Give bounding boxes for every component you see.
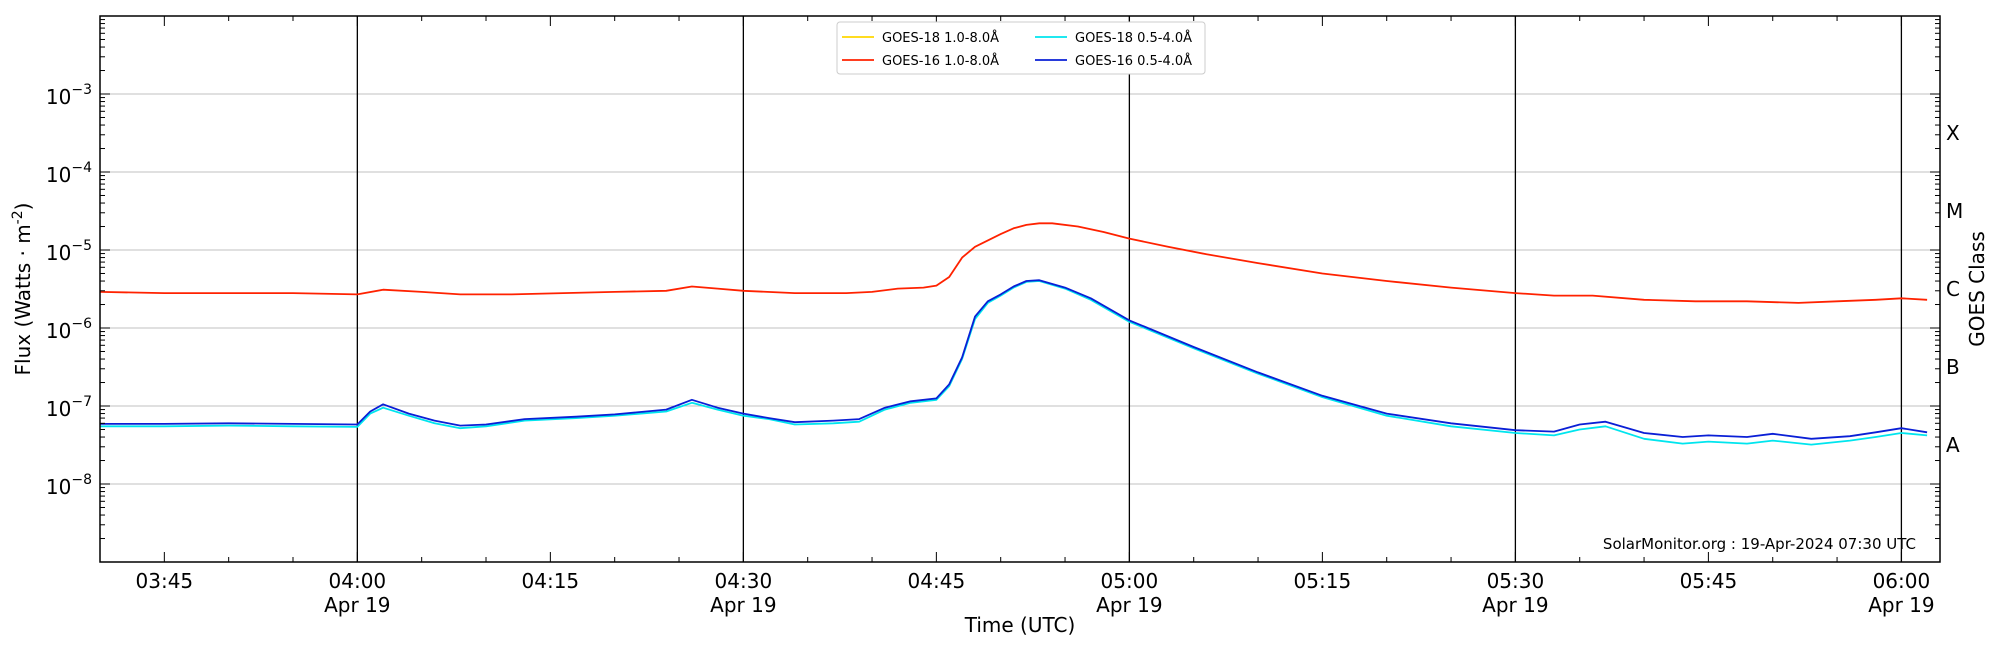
y-tick-exponent: −6 (71, 316, 92, 332)
x-tick-date: Apr 19 (1868, 593, 1934, 617)
y-axis-title-exponent: -2 (10, 210, 26, 224)
x-tick-label: 05:30 Apr 19 (1482, 569, 1548, 617)
y-tick-exponent: −8 (71, 472, 92, 488)
y-axis-title-close: ) (11, 203, 35, 211)
series-line-3 (100, 280, 1928, 446)
y-tick-exponent: −4 (71, 160, 92, 176)
y-tick-label: 10−6 (46, 316, 92, 343)
x-tick-label: 05:15 (1294, 569, 1352, 593)
goes-class-label: M (1946, 199, 1963, 223)
y-tick-label: 10−7 (46, 394, 92, 421)
x-tick-date: Apr 19 (1096, 593, 1162, 617)
legend-label: GOES-18 1.0-8.0Å (882, 30, 999, 46)
y-axis-title: Flux (Watts · m-2) (10, 203, 35, 376)
y-tick-exponent: −5 (71, 238, 92, 254)
tick-layer (99, 16, 1940, 563)
y-tick-labels: 10−810−710−610−510−410−3 (46, 82, 92, 499)
y-tick-label: 10−4 (46, 160, 92, 187)
y-tick-exponent: −7 (71, 394, 92, 410)
x-tick-time: 05:30 (1487, 569, 1545, 593)
x-tick-date: Apr 19 (710, 593, 776, 617)
y-tick-base: 10 (46, 397, 71, 421)
x-tick-time: 05:00 (1101, 569, 1159, 593)
x-tick-date: Apr 19 (324, 593, 390, 617)
plot-frame (99, 15, 1941, 563)
series-line-4 (100, 279, 1928, 440)
x-tick-label: 04:00 Apr 19 (324, 569, 390, 617)
legend-label: GOES-16 0.5-4.0Å (1075, 53, 1192, 69)
x-tick-date: Apr 19 (1482, 593, 1548, 617)
goes-class-label: A (1946, 433, 1960, 457)
grid-layer (100, 93, 1940, 485)
goes-class-label: C (1946, 277, 1960, 301)
y-tick-label: 10−8 (46, 472, 92, 499)
legend-box (836, 21, 1206, 75)
legend-label: GOES-18 0.5-4.0Å (1075, 30, 1192, 46)
y-tick-exponent: −3 (71, 82, 92, 98)
y-tick-label: 10−5 (46, 238, 92, 265)
x-tick-label: 03:45 (136, 569, 194, 593)
legend: GOES-18 1.0-8.0Å GOES-16 1.0-8.0Å GOES-18 … (836, 21, 1206, 75)
x-tick-label: 04:15 (522, 569, 580, 593)
series-line-2 (99, 222, 1928, 304)
goes-class-label: X (1946, 121, 1960, 145)
y-tick-base: 10 (46, 475, 71, 499)
goes-class-axis-title: GOES Class (1965, 231, 1989, 347)
x-tick-time: 04:00 (329, 569, 387, 593)
x-tick-label: 04:45 (908, 569, 966, 593)
x-tick-label: 06:00 Apr 19 (1868, 569, 1934, 617)
credit-label: SolarMonitor.org : 19-Apr-2024 07:30 UTC (1603, 535, 1916, 553)
x-tick-label: 05:00 Apr 19 (1096, 569, 1162, 617)
x-tick-time: 06:00 (1873, 569, 1931, 593)
y-tick-base: 10 (46, 85, 71, 109)
series-layer (99, 222, 1928, 446)
goes-class-labels: A B C M X (1946, 121, 1963, 457)
y-tick-base: 10 (46, 163, 71, 187)
y-tick-base: 10 (46, 241, 71, 265)
x-tick-time: 04:45 (908, 569, 966, 593)
x-axis-title: Time (UTC) (964, 613, 1076, 637)
day-boundary-lines (356, 16, 1903, 562)
x-tick-label: 04:30 Apr 19 (710, 569, 776, 617)
y-axis-title-main: Flux (Watts · m (11, 224, 35, 375)
legend-label: GOES-16 1.0-8.0Å (882, 53, 999, 69)
y-tick-label: 10−3 (46, 82, 92, 109)
x-tick-time: 04:30 (715, 569, 773, 593)
x-tick-label: 05:45 (1680, 569, 1738, 593)
y-tick-base: 10 (46, 319, 71, 343)
x-tick-time: 03:45 (136, 569, 194, 593)
x-tick-time: 05:15 (1294, 569, 1352, 593)
x-tick-time: 05:45 (1680, 569, 1738, 593)
x-tick-time: 04:15 (522, 569, 580, 593)
goes-class-label: B (1946, 355, 1960, 379)
